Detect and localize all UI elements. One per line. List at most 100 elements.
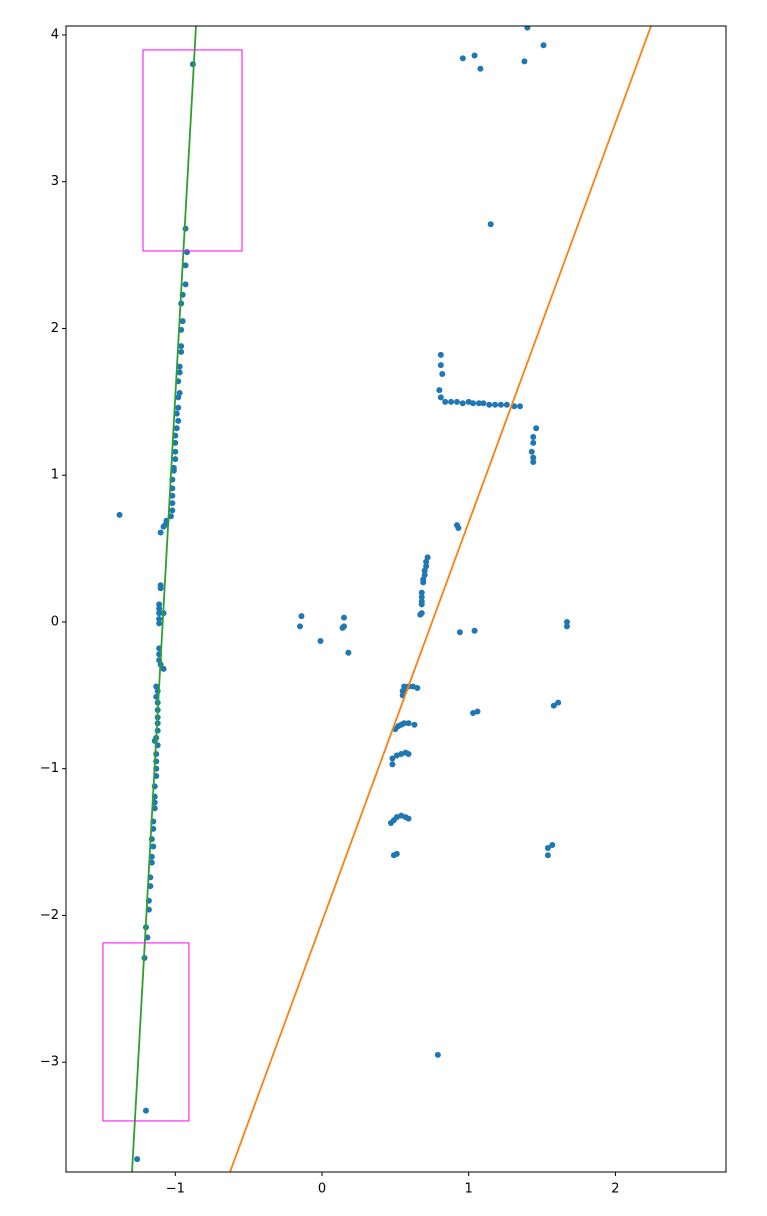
scatter-point [178, 348, 185, 355]
scatter-point [530, 439, 537, 446]
scatter-point [176, 369, 183, 376]
line [131, 26, 197, 1172]
scatter-point [503, 401, 510, 408]
scatter-point [317, 638, 324, 645]
scatter-point [405, 720, 412, 727]
scatter-point [175, 404, 182, 411]
scatter-point [154, 727, 161, 734]
scatter-point [530, 434, 537, 441]
scatter-point [340, 623, 347, 630]
scatter-point [142, 1107, 149, 1114]
scatter-point [182, 262, 189, 269]
scatter-point [393, 850, 400, 857]
scatter-point [453, 398, 460, 405]
scatter-point [497, 401, 504, 408]
scatter-point [549, 842, 556, 849]
axes-frame [65, 25, 727, 1173]
scatter-point [442, 398, 449, 405]
scatter-point [524, 26, 531, 31]
scatter-point [563, 623, 570, 630]
scatter-point [521, 58, 528, 65]
scatter-point [414, 685, 421, 692]
scatter-point [456, 629, 463, 636]
scatter-point [517, 403, 524, 410]
x-tick-label: −1 [166, 1182, 185, 1197]
scatter-point [470, 400, 477, 407]
scatter-point [540, 42, 547, 49]
scatter-point [156, 620, 163, 627]
scatter-point [156, 601, 163, 608]
scatter-point [563, 618, 570, 625]
scatter-point [437, 351, 444, 358]
y-tick-label: 1 [51, 468, 59, 483]
scatter-point [455, 525, 462, 532]
scatter-point [401, 720, 408, 727]
scatter-point [487, 221, 494, 228]
highlight-box [102, 942, 190, 1122]
highlight-box [142, 49, 243, 252]
scatter-point [179, 318, 186, 325]
scatter-point [417, 611, 424, 618]
scatter-point [418, 594, 425, 601]
scatter-point [439, 370, 446, 377]
scatter-point [389, 755, 396, 762]
scatter-point [544, 852, 551, 859]
scatter-point [160, 665, 167, 672]
scatter-point [405, 751, 412, 758]
y-tick-label: −3 [40, 1055, 59, 1070]
scatter-point [544, 844, 551, 851]
scatter-point [176, 363, 183, 370]
scatter-point [530, 454, 537, 461]
y-tick-label: 0 [51, 614, 59, 629]
scatter-point [178, 343, 185, 350]
scatter-point [550, 702, 557, 709]
scatter-point [169, 492, 176, 499]
scatter-point [173, 425, 180, 432]
scatter-point [156, 605, 163, 612]
scatter-point [184, 249, 191, 256]
scatter-point [156, 610, 163, 617]
scatter-point [157, 529, 164, 536]
scatter-point [150, 843, 157, 850]
scatter-point [170, 467, 177, 474]
scatter-point [437, 362, 444, 369]
scatter-point [411, 721, 418, 728]
plot-area [102, 26, 652, 1172]
scatter-point [156, 616, 163, 623]
y-tick-label: 4 [51, 27, 59, 42]
scatter-point [182, 281, 189, 288]
scatter-point [437, 394, 444, 401]
scatter-point [423, 558, 430, 565]
scatter-point [175, 417, 182, 424]
scatter-point [116, 511, 123, 518]
scatter-point [480, 400, 487, 407]
x-tick-label: 1 [465, 1182, 473, 1197]
scatter-point [421, 567, 428, 574]
scatter-point [169, 507, 176, 514]
scatter-point [160, 523, 167, 530]
scatter-point [157, 585, 164, 592]
scatter-point [471, 627, 478, 634]
scatter-point [436, 387, 443, 394]
x-tick-label: 2 [611, 1182, 619, 1197]
scatter-point [530, 459, 537, 466]
scatter-point [389, 761, 396, 768]
line [229, 26, 652, 1172]
scatter-point [399, 687, 406, 694]
scatter-point [345, 649, 352, 656]
scatter-point [172, 439, 179, 446]
y-tick-label: −1 [40, 761, 59, 776]
scatter-point [434, 1051, 441, 1058]
y-tick-label: 3 [51, 174, 59, 189]
scatter-point [474, 708, 481, 715]
scatter-point [340, 614, 347, 621]
scatter-point [420, 579, 427, 586]
scatter-point [418, 589, 425, 596]
scatter-point [471, 52, 478, 59]
scatter-point [459, 55, 466, 62]
x-tick-label: 0 [318, 1182, 326, 1197]
y-tick-label: 2 [51, 321, 59, 336]
scatter-point [134, 1156, 141, 1163]
scatter-point [555, 699, 562, 706]
